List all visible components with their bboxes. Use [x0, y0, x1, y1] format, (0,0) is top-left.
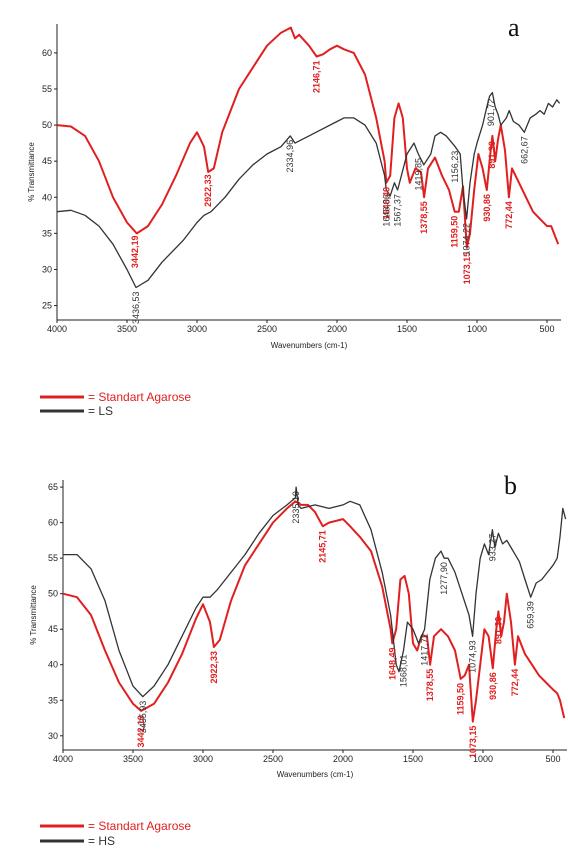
- peak-label: 933,27: [487, 534, 497, 562]
- legend-label-hs: = HS: [88, 834, 115, 848]
- y-tick-label: 35: [42, 228, 52, 238]
- series-line-standart-agarose: [62, 500, 566, 723]
- x-tick-label: 3000: [187, 324, 207, 334]
- x-tick-label: 2500: [263, 754, 283, 764]
- y-tick-label: 60: [42, 48, 52, 58]
- peak-label: 1073,15: [468, 726, 478, 759]
- x-tick-label: 1000: [473, 754, 493, 764]
- x-tick-label: 3500: [117, 324, 137, 334]
- y-axis-label: % Transmittance: [29, 585, 38, 645]
- peak-label: 3442,19: [130, 236, 140, 269]
- legend-label-ls: = LS: [88, 404, 113, 418]
- peak-label: 2146,71: [312, 60, 322, 93]
- peak-label: 930,86: [482, 194, 492, 222]
- peak-label: 772,44: [510, 669, 520, 697]
- peak-label: 891,30: [487, 141, 497, 169]
- peak-label: 1277,90: [439, 562, 449, 595]
- y-tick-label: 50: [42, 120, 52, 130]
- series-line-hs: [63, 486, 567, 698]
- x-tick-label: 500: [539, 324, 554, 334]
- peak-label: 1567,37: [393, 194, 403, 227]
- y-tick-label: 30: [42, 264, 52, 274]
- y-tick-label: 35: [48, 695, 58, 705]
- peak-label: 659,39: [526, 601, 536, 629]
- x-axis-label: Wavenumbers (cm-1): [271, 341, 348, 350]
- y-tick-label: 50: [48, 589, 58, 599]
- peak-label: 1074,93: [468, 640, 478, 673]
- y-tick-label: 65: [48, 482, 58, 492]
- peak-label: 891,30: [493, 617, 503, 645]
- x-tick-label: 500: [545, 754, 560, 764]
- peak-label: 772,44: [504, 201, 514, 229]
- chart-a: 4000 3500 3000 2500 2000 1500 1000 500 25 30 35 40 4…: [27, 24, 561, 350]
- x-tick-label: 2000: [327, 324, 347, 334]
- y-tick-label: 45: [42, 156, 52, 166]
- y-tick-label: 30: [48, 731, 58, 741]
- x-tick-label: 2000: [333, 754, 353, 764]
- peak-label: 1417,72: [420, 633, 430, 666]
- peak-label: 1378,55: [425, 669, 435, 702]
- x-tick-label: 2500: [257, 324, 277, 334]
- y-tick-label: 45: [48, 624, 58, 634]
- peak-label: 901,72: [486, 99, 496, 127]
- legend-label-agarose-a: = Standart Agarose: [88, 390, 191, 404]
- y-tick-label: 40: [48, 660, 58, 670]
- peak-label: 1073,15: [462, 252, 472, 285]
- x-tick-label: 1000: [467, 324, 487, 334]
- peak-label: 2145,71: [318, 530, 328, 563]
- x-tick-label: 4000: [47, 324, 67, 334]
- peak-label: 1159,50: [456, 683, 466, 715]
- legend-a: = Standart Agarose = LS: [40, 390, 191, 418]
- peak-label: 1156,23: [450, 151, 460, 183]
- y-axis-label: % Transmittance: [27, 142, 36, 202]
- panel-label-a: a: [508, 13, 520, 42]
- peak-label: 1074,22: [462, 223, 472, 256]
- peak-label: 662,67: [519, 136, 529, 164]
- peak-label: 1648,06: [381, 194, 391, 227]
- peak-label: 2922,33: [209, 651, 219, 684]
- x-axis-label: Wavenumbers (cm-1): [277, 770, 354, 779]
- peak-label: 930,86: [488, 672, 498, 700]
- legend-b: = Standart Agarose = HS: [40, 819, 191, 848]
- peak-label: 2922,33: [203, 174, 213, 207]
- peak-label: 1568,01: [398, 655, 408, 688]
- x-tick-label: 4000: [53, 754, 73, 764]
- x-tick-label: 1500: [403, 754, 423, 764]
- peak-label: 3442,19: [136, 715, 146, 748]
- series-line-standart-agarose: [56, 26, 560, 249]
- peak-label: 1378,55: [419, 201, 429, 234]
- peak-label: 2334,96: [285, 140, 295, 173]
- panel-label-b: b: [504, 471, 517, 500]
- legend-label-agarose-b: = Standart Agarose: [88, 819, 191, 833]
- series-line-ls: [56, 91, 561, 289]
- chart-b: 4000 3500 3000 2500 2000 1500 1000 500 30 35 40 45 5…: [29, 480, 567, 779]
- y-tick-label: 40: [42, 192, 52, 202]
- y-tick-label: 55: [42, 84, 52, 94]
- y-tick-label: 25: [42, 301, 52, 311]
- x-tick-label: 3500: [123, 754, 143, 764]
- peak-label: 2335,10: [291, 491, 301, 524]
- peak-label: 1419,85: [413, 158, 423, 191]
- peak-label: 1648,49: [381, 187, 391, 220]
- x-tick-label: 3000: [193, 754, 213, 764]
- x-tick-label: 1500: [397, 324, 417, 334]
- peak-label: 3436,53: [131, 292, 141, 325]
- peak-label: 1648,49: [387, 647, 397, 680]
- y-tick-label: 60: [48, 518, 58, 528]
- peak-label: 1159,50: [450, 216, 460, 248]
- peak-label: 3435,93: [138, 701, 148, 734]
- y-tick-label: 55: [48, 553, 58, 563]
